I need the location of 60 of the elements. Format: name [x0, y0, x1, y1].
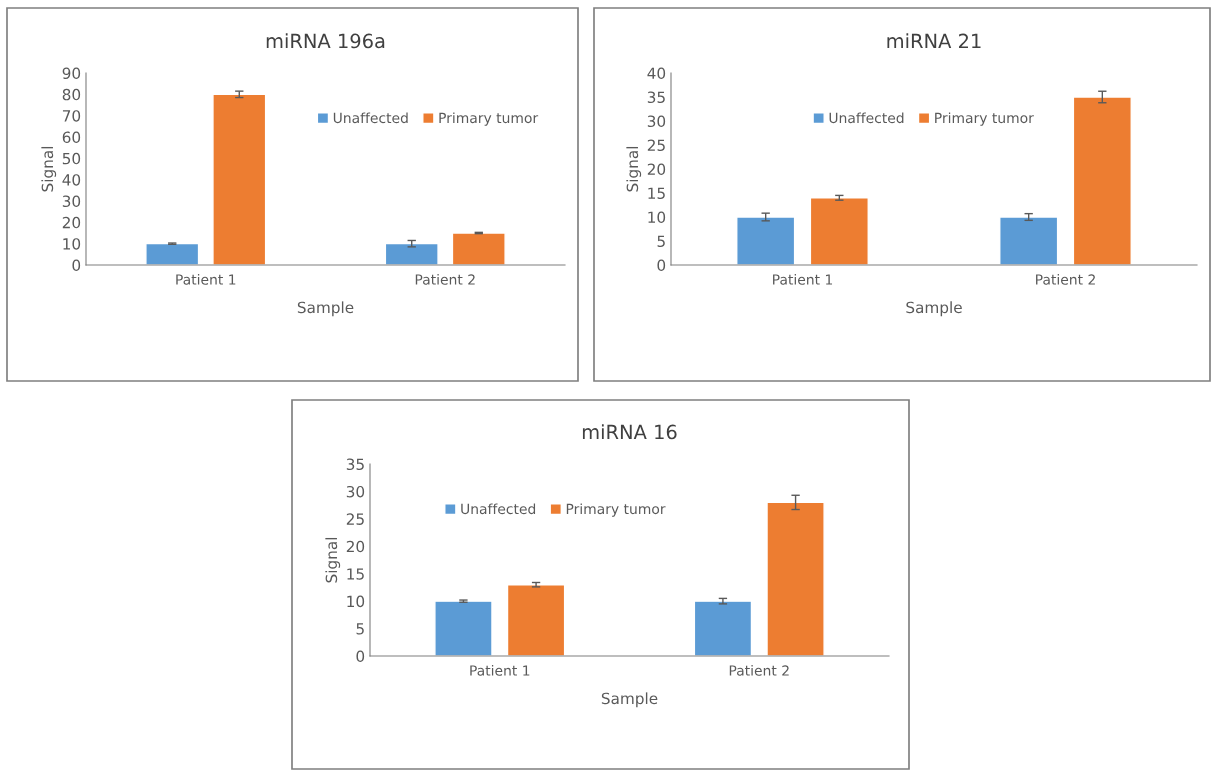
bar	[434, 600, 493, 656]
y-tick-label: 30	[346, 485, 365, 498]
bar	[736, 216, 796, 265]
y-tick-label: 20	[647, 163, 666, 176]
y-tick-label: 0	[72, 259, 81, 272]
x-tick-label: Patient 2	[415, 274, 475, 285]
y-tick-label: 10	[63, 238, 81, 250]
x-axis-title: Sample	[601, 692, 658, 708]
x-tick-label: Patient 1	[176, 274, 236, 285]
chart-title: miRNA 196a	[266, 33, 385, 49]
y-tick-label: 70	[62, 110, 81, 122]
legend-label: Primary tumor	[935, 112, 1034, 126]
x-tick-label: Patient 2	[1036, 274, 1095, 285]
bar	[766, 501, 825, 656]
x-tick-label: Patient 1	[470, 665, 530, 676]
x-tick-label: Patient 1	[773, 274, 833, 285]
chart-title: miRNA 21	[887, 33, 981, 48]
y-tick-label: 30	[62, 195, 81, 208]
legend-label: Unaffected	[461, 503, 536, 515]
x-axis-title: Sample	[297, 301, 354, 317]
bar	[212, 93, 267, 265]
bar	[999, 216, 1059, 265]
x-tick-label: Patient 2	[729, 665, 789, 676]
y-tick-label: 20	[346, 540, 365, 553]
y-tick-label: 15	[347, 568, 364, 580]
y-tick-label: 0	[657, 259, 666, 272]
y-tick-label: 35	[647, 91, 665, 104]
y-tick-label: 35	[346, 458, 364, 471]
bar	[145, 242, 200, 265]
y-tick-label: 5	[356, 623, 364, 635]
y-tick-label: 60	[62, 131, 81, 144]
y-tick-label: 25	[346, 513, 364, 525]
y-tick-label: 30	[647, 115, 666, 128]
bar	[693, 600, 753, 656]
chart-title: miRNA 16	[582, 424, 677, 440]
y-tick-label: 40	[647, 67, 666, 80]
bar	[809, 197, 869, 265]
y-tick-label: 25	[647, 139, 665, 152]
y-tick-label: 50	[62, 152, 81, 165]
bar	[451, 232, 506, 265]
y-tick-label: 10	[347, 595, 365, 608]
y-axis-title: Signal	[41, 146, 57, 192]
bar	[384, 242, 439, 265]
y-tick-label: 80	[62, 88, 81, 101]
legend-label: Primary tumor	[566, 503, 666, 517]
y-tick-label: 90	[62, 67, 81, 80]
legend-label: Unaffected	[829, 112, 904, 124]
legend-label: Primary tumor	[439, 112, 539, 126]
x-axis-title: Sample	[906, 301, 962, 317]
y-tick-label: 40	[62, 174, 81, 186]
y-tick-label: 20	[62, 216, 81, 229]
y-tick-label: 0	[356, 650, 365, 663]
y-axis-title: Signal	[626, 146, 642, 192]
legend-label: Unaffected	[333, 112, 408, 124]
y-tick-label: 15	[648, 187, 665, 200]
bar	[1072, 96, 1132, 265]
y-axis-title: Signal	[325, 537, 341, 583]
bar	[506, 583, 566, 656]
y-tick-label: 5	[657, 235, 665, 248]
y-tick-label: 10	[648, 211, 666, 224]
